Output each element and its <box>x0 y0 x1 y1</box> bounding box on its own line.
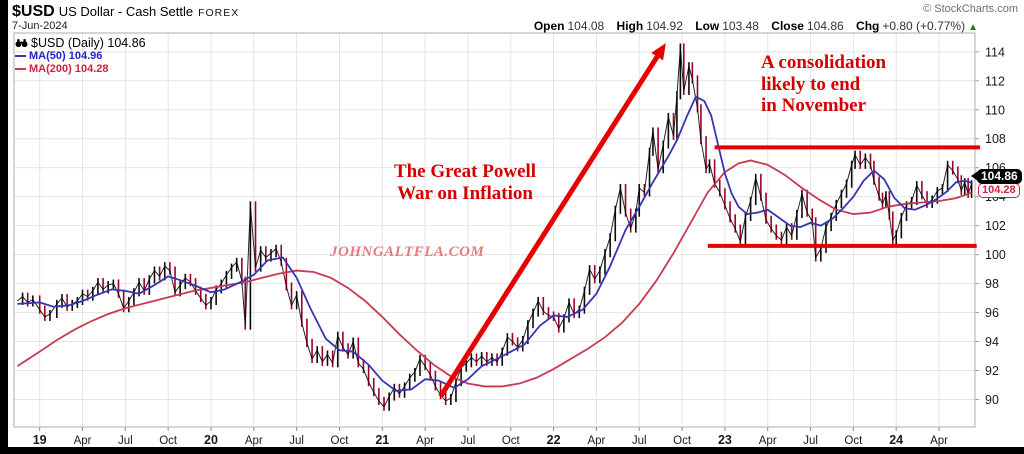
close-value: 104.86 <box>806 19 844 33</box>
site-watermark: JOHNGALTFLA.COM <box>330 244 485 260</box>
ma50-line-swatch <box>15 54 26 57</box>
ma200-line-swatch <box>15 67 26 70</box>
low-value: 103.48 <box>722 19 759 33</box>
svg-text:110: 110 <box>985 103 1005 117</box>
chart-title: $USD US Dollar - Cash Settle FOREX <box>12 3 239 21</box>
svg-text:Apr: Apr <box>587 435 605 447</box>
legend-main-label: $USD (Daily) 104.86 <box>31 35 146 50</box>
annotation-consolidation-line3: in November <box>761 95 867 116</box>
ma200-line <box>16 159 972 388</box>
stockcharts-copyright-link[interactable]: © StockCharts.com <box>923 3 1018 15</box>
exchange-label: FOREX <box>198 7 240 19</box>
annotation-powell-line1: The Great Powell <box>393 161 537 182</box>
chg-value: +0.80 (+0.77%) <box>882 19 966 33</box>
legend-main-row: $USD (Daily) 104.86 <box>15 35 146 50</box>
high-label: High <box>616 19 644 33</box>
svg-text:Apr: Apr <box>245 435 263 447</box>
y-axis-labels: 9092949698100102104106108110112114 <box>985 45 1006 407</box>
svg-text:24: 24 <box>889 433 903 447</box>
svg-text:102: 102 <box>985 219 1006 233</box>
ticker-symbol: $USD <box>12 3 55 20</box>
open-value: 104.08 <box>567 19 605 33</box>
ma200-price-tag: 104.28 <box>978 183 1020 198</box>
svg-text:23: 23 <box>718 433 732 447</box>
svg-text:21: 21 <box>375 433 389 447</box>
svg-text:Apr: Apr <box>416 435 434 447</box>
svg-text:92: 92 <box>985 364 999 378</box>
close-price-line <box>17 47 973 408</box>
chart-legend: $USD (Daily) 104.86 MA(50) 104.96 MA(200… <box>15 36 146 75</box>
svg-text:Oct: Oct <box>331 435 350 447</box>
svg-text:Apr: Apr <box>759 435 777 447</box>
binoculars-icon[interactable] <box>15 38 28 48</box>
window-left-border <box>0 0 8 454</box>
svg-text:Apr: Apr <box>930 435 948 447</box>
svg-text:100: 100 <box>985 248 1006 262</box>
svg-text:112: 112 <box>985 74 1005 88</box>
price-tag-notch-icon <box>971 171 978 181</box>
low-label: Low <box>695 19 720 33</box>
svg-text:Jul: Jul <box>803 435 818 447</box>
legend-ma50-row: MA(50) 104.96 <box>15 49 146 62</box>
chart-date: 7-Jun-2024 <box>12 20 68 32</box>
svg-text:Jul: Jul <box>632 435 647 447</box>
svg-text:Oct: Oct <box>673 435 692 447</box>
plot-frame <box>13 32 976 428</box>
svg-text:Oct: Oct <box>844 435 863 447</box>
svg-text:Oct: Oct <box>159 435 178 447</box>
close-label: Close <box>771 19 804 33</box>
svg-text:Jul: Jul <box>461 435 476 447</box>
svg-text:Apr: Apr <box>74 435 92 447</box>
last-price-value: 104.86 <box>981 169 1018 183</box>
legend-ma50-label: MA(50) 104.96 <box>29 49 103 62</box>
chg-label: Chg <box>856 19 880 33</box>
ohlc-quote-bar: Open 104.08 High 104.92 Low 103.48 Close 104… <box>534 19 978 33</box>
last-price-tag: 104.86 <box>971 169 1022 184</box>
open-label: Open <box>533 19 565 33</box>
svg-text:114: 114 <box>985 45 1005 59</box>
svg-text:90: 90 <box>985 393 999 407</box>
legend-ma200-label: MA(200) 104.28 <box>29 62 109 75</box>
high-value: 104.92 <box>646 19 683 33</box>
svg-text:96: 96 <box>985 306 999 320</box>
annotation-consolidation: A consolidation likely to end in Novembe… <box>761 52 886 117</box>
annotation-consolidation-line2: likely to end <box>761 73 861 95</box>
annotation-powell-war: The Great Powell War on Inflation <box>358 161 572 205</box>
up-triangle-icon: ▲ <box>968 22 978 33</box>
svg-text:94: 94 <box>985 335 999 349</box>
svg-text:Jul: Jul <box>118 435 133 447</box>
trend-arrow-shaft[interactable] <box>438 50 663 398</box>
svg-text:20: 20 <box>204 433 218 447</box>
trend-arrow-head-icon <box>651 43 666 61</box>
window-bottom-border <box>0 447 1024 454</box>
annotation-powell-line2: War on Inflation <box>397 183 533 204</box>
svg-text:98: 98 <box>985 277 999 291</box>
instrument-name: US Dollar - Cash Settle <box>58 4 194 19</box>
annotation-consolidation-line1: A consolidation <box>761 52 887 73</box>
svg-text:22: 22 <box>547 433 561 447</box>
ma50-line <box>17 95 972 392</box>
svg-text:Jul: Jul <box>289 435 304 447</box>
svg-text:108: 108 <box>985 132 1006 146</box>
x-axis-labels: 19 Apr Jul Oct 20 Apr Jul Oct 21 Apr Jul Oct 22 Apr Ju… <box>33 433 948 447</box>
svg-text:19: 19 <box>33 433 47 447</box>
legend-ma200-row: MA(200) 104.28 <box>15 62 146 75</box>
svg-text:Oct: Oct <box>502 435 521 447</box>
